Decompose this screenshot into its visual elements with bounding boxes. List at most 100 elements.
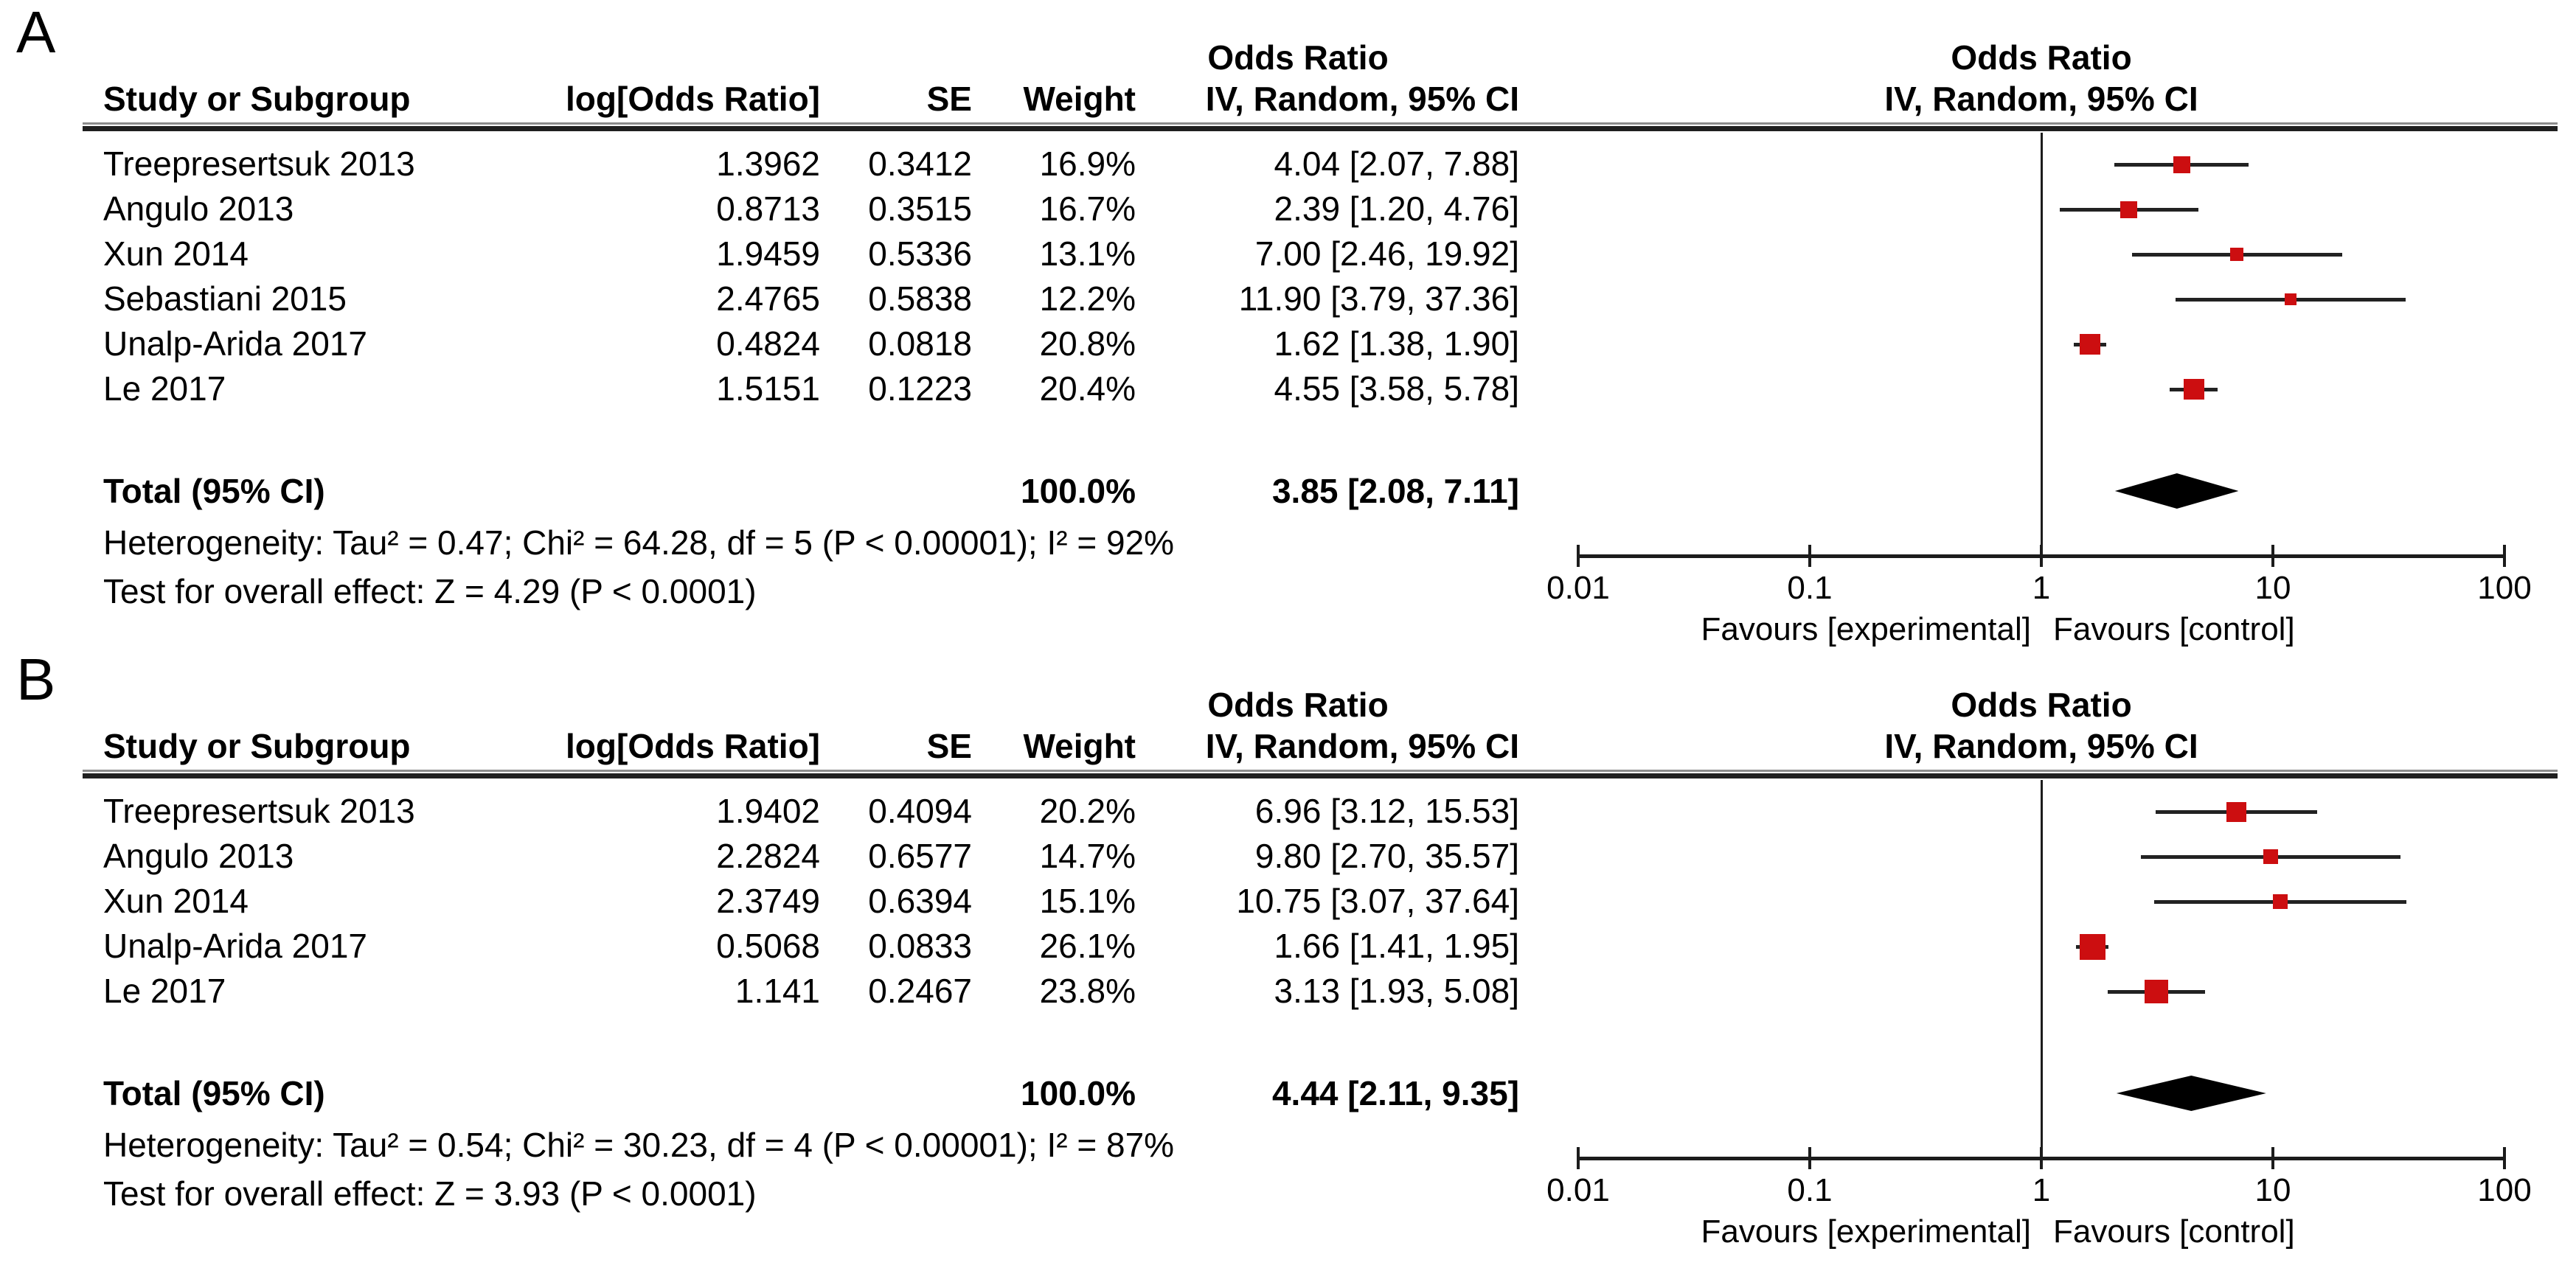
col-header-study: Study or Subgroup xyxy=(103,80,411,118)
favours-right-label: Favours [control] xyxy=(2053,611,2295,647)
effect-marker xyxy=(2226,801,2247,822)
axis-tick xyxy=(2271,1147,2274,1169)
study-row: Treepresertsuk 2013 1.9402 0.4094 20.2% 6.96… xyxy=(0,792,2576,833)
plot-odds-ratio-title: Odds Ratio xyxy=(1951,686,2132,724)
heterogeneity-text: Heterogeneity: Tau² = 0.47; Chi² = 64.28… xyxy=(103,523,1175,562)
study-ci: 1.62 [1.38, 1.90] xyxy=(1274,324,1520,363)
study-row: Sebastiani 2015 2.4765 0.5838 12.2% 11.90 [3… xyxy=(0,279,2576,321)
col-header-weight: Weight xyxy=(1023,727,1136,765)
overall-effect-text: Test for overall effect: Z = 4.29 (P < 0… xyxy=(103,572,757,610)
study-name: Unalp-Arida 2017 xyxy=(103,927,368,965)
study-name: Xun 2014 xyxy=(103,882,249,920)
study-row: Angulo 2013 0.8713 0.3515 16.7% 2.39 [1.20, … xyxy=(0,189,2576,231)
heterogeneity-text: Heterogeneity: Tau² = 0.54; Chi² = 30.23… xyxy=(103,1126,1175,1164)
axis-tick xyxy=(2503,545,2506,567)
study-name: Le 2017 xyxy=(103,972,226,1010)
total-ci: 4.44 [2.11, 9.35] xyxy=(1271,1074,1519,1112)
study-row: Angulo 2013 2.2824 0.6577 14.7% 9.80 [2.70, … xyxy=(0,837,2576,878)
effect-marker xyxy=(2173,156,2190,173)
effect-marker xyxy=(2120,201,2138,218)
study-row: Treepresertsuk 2013 1.3962 0.3412 16.9% 4.04… xyxy=(0,144,2576,186)
col-header-logor: log[Odds Ratio] xyxy=(566,727,820,765)
study-name: Unalp-Arida 2017 xyxy=(103,324,368,363)
axis-tick-label: 0.01 xyxy=(1546,570,1610,606)
plot-ci-header: IV, Random, 95% CI xyxy=(1884,80,2198,118)
study-ci: 7.00 [2.46, 19.92] xyxy=(1254,234,1519,273)
axis-tick-label: 10 xyxy=(2254,1172,2291,1208)
study-weight: 20.8% xyxy=(1039,324,1136,363)
col-header-ci: IV, Random, 95% CI xyxy=(1205,80,1519,118)
axis-tick xyxy=(2503,1147,2506,1169)
effect-marker xyxy=(2144,980,2168,1003)
study-se: 0.5336 xyxy=(868,234,972,273)
study-row: Xun 2014 1.9459 0.5336 13.1% 7.00 [2.46, 19.… xyxy=(0,234,2576,276)
study-ci: 3.13 [1.93, 5.08] xyxy=(1274,972,1520,1010)
effect-marker xyxy=(2230,248,2244,261)
study-name: Angulo 2013 xyxy=(103,837,294,875)
axis-tick-label: 0.1 xyxy=(1787,570,1833,606)
study-logor: 0.4824 xyxy=(716,324,820,363)
study-name: Le 2017 xyxy=(103,369,226,408)
axis-tick-label: 0.1 xyxy=(1787,1172,1833,1208)
col-header-logor: log[Odds Ratio] xyxy=(566,80,820,118)
axis-tick xyxy=(1808,1147,1811,1169)
axis-tick xyxy=(1808,545,1811,567)
study-se: 0.1223 xyxy=(868,369,972,408)
study-se: 0.5838 xyxy=(868,279,972,318)
axis-tick-label: 100 xyxy=(2477,570,2532,606)
axis-tick-label: 0.01 xyxy=(1546,1172,1610,1208)
study-se: 0.6577 xyxy=(868,837,972,875)
study-se: 0.3412 xyxy=(868,144,972,183)
pooled-diamond xyxy=(2114,473,2239,509)
study-weight: 12.2% xyxy=(1039,279,1136,318)
study-logor: 2.2824 xyxy=(716,837,820,875)
study-se: 0.2467 xyxy=(868,972,972,1010)
study-name: Treepresertsuk 2013 xyxy=(103,144,415,183)
axis-tick xyxy=(1577,1147,1580,1169)
study-name: Xun 2014 xyxy=(103,234,249,273)
effect-marker xyxy=(2284,293,2296,305)
study-logor: 1.9402 xyxy=(716,792,820,830)
study-weight: 23.8% xyxy=(1039,972,1136,1010)
study-ci: 9.80 [2.70, 35.57] xyxy=(1254,837,1519,875)
study-weight: 20.4% xyxy=(1039,369,1136,408)
study-ci: 4.04 [2.07, 7.88] xyxy=(1274,144,1520,183)
study-logor: 2.3749 xyxy=(716,882,820,920)
study-row: Le 2017 1.5151 0.1223 20.4% 4.55 [3.58, 5.78… xyxy=(0,369,2576,411)
study-se: 0.6394 xyxy=(868,882,972,920)
effect-marker xyxy=(2079,334,2100,355)
col-header-ci: IV, Random, 95% CI xyxy=(1205,727,1519,765)
study-logor: 1.5151 xyxy=(716,369,820,408)
axis-tick-label: 10 xyxy=(2254,570,2291,606)
study-row: Le 2017 1.141 0.2467 23.8% 3.13 [1.93, 5.08] xyxy=(0,972,2576,1013)
study-row: Unalp-Arida 2017 0.5068 0.0833 26.1% 1.66 [1… xyxy=(0,927,2576,968)
study-name: Angulo 2013 xyxy=(103,189,294,228)
axis-tick-label: 1 xyxy=(2032,1172,2051,1208)
panel-a: A Odds Ratio Odds Ratio Study or Subgrou… xyxy=(0,1,2576,647)
axis-tick xyxy=(2040,1147,2043,1169)
total-ci: 3.85 [2.08, 7.11] xyxy=(1271,472,1519,510)
study-ci: 1.66 [1.41, 1.95] xyxy=(1274,927,1520,965)
header-rule xyxy=(83,770,2558,778)
study-row: Xun 2014 2.3749 0.6394 15.1% 10.75 [3.07, 37… xyxy=(0,882,2576,923)
study-logor: 1.9459 xyxy=(716,234,820,273)
study-se: 0.0818 xyxy=(868,324,972,363)
effect-marker xyxy=(2272,894,2288,909)
effect-marker xyxy=(2263,849,2279,864)
col-header-se: SE xyxy=(926,727,972,765)
study-logor: 1.3962 xyxy=(716,144,820,183)
plot-ci-header: IV, Random, 95% CI xyxy=(1884,727,2198,765)
study-logor: 0.5068 xyxy=(716,927,820,965)
study-logor: 0.8713 xyxy=(716,189,820,228)
study-ci: 4.55 [3.58, 5.78] xyxy=(1274,369,1520,408)
axis-tick-label: 100 xyxy=(2477,1172,2532,1208)
col-header-se: SE xyxy=(926,80,972,118)
study-ci: 6.96 [3.12, 15.53] xyxy=(1254,792,1519,830)
null-line xyxy=(2041,133,2043,557)
study-ci: 10.75 [3.07, 37.64] xyxy=(1236,882,1519,920)
favours-left-label: Favours [experimental] xyxy=(1701,1213,2031,1250)
plot-odds-ratio-title: Odds Ratio xyxy=(1951,38,2132,77)
axis-tick xyxy=(2271,545,2274,567)
study-weight: 20.2% xyxy=(1039,792,1136,830)
study-row: Unalp-Arida 2017 0.4824 0.0818 20.8% 1.62 [1… xyxy=(0,324,2576,366)
